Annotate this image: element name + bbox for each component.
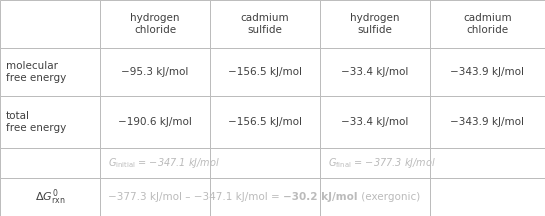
Text: cadmium
chloride: cadmium chloride	[463, 13, 512, 35]
Bar	[320, 148, 430, 178]
Bar	[210, 0, 320, 48]
Text: $G_{\rm final}$ = −377.3 kJ/mol: $G_{\rm final}$ = −377.3 kJ/mol	[328, 156, 436, 170]
Bar	[320, 0, 430, 48]
Bar	[320, 96, 430, 148]
Bar	[100, 0, 210, 48]
Bar	[430, 178, 545, 216]
Text: −30.2 kJ/mol: −30.2 kJ/mol	[283, 192, 358, 202]
Bar	[320, 178, 430, 216]
Bar	[430, 0, 545, 48]
Text: cadmium
sulfide: cadmium sulfide	[241, 13, 289, 35]
Text: −156.5 kJ/mol: −156.5 kJ/mol	[228, 67, 302, 77]
Bar	[430, 48, 545, 96]
Bar	[210, 48, 320, 96]
Bar	[0, 148, 100, 178]
Text: −377.3 kJ/mol – −347.1 kJ/mol =: −377.3 kJ/mol – −347.1 kJ/mol =	[108, 192, 283, 202]
Text: −190.6 kJ/mol: −190.6 kJ/mol	[118, 117, 192, 127]
Text: hydrogen
chloride: hydrogen chloride	[130, 13, 180, 35]
Bar	[100, 148, 210, 178]
Text: hydrogen
sulfide: hydrogen sulfide	[350, 13, 399, 35]
Bar	[210, 148, 320, 178]
Text: molecular
free energy: molecular free energy	[6, 61, 66, 83]
Text: −343.9 kJ/mol: −343.9 kJ/mol	[451, 67, 524, 77]
Text: total
free energy: total free energy	[6, 111, 66, 133]
Text: −156.5 kJ/mol: −156.5 kJ/mol	[228, 117, 302, 127]
Bar	[100, 96, 210, 148]
Bar	[430, 148, 545, 178]
Bar	[210, 96, 320, 148]
Text: −95.3 kJ/mol: −95.3 kJ/mol	[122, 67, 189, 77]
Bar	[210, 178, 320, 216]
Bar	[0, 96, 100, 148]
Bar	[100, 48, 210, 96]
Bar	[0, 48, 100, 96]
Text: −343.9 kJ/mol: −343.9 kJ/mol	[451, 117, 524, 127]
Bar	[320, 48, 430, 96]
Text: $G_{\rm initial}$ = −347.1 kJ/mol: $G_{\rm initial}$ = −347.1 kJ/mol	[108, 156, 220, 170]
Bar	[100, 178, 210, 216]
Text: $\Delta G^{0}_{\rm rxn}$: $\Delta G^{0}_{\rm rxn}$	[35, 187, 65, 207]
Text: −33.4 kJ/mol: −33.4 kJ/mol	[341, 67, 409, 77]
Text: −33.4 kJ/mol: −33.4 kJ/mol	[341, 117, 409, 127]
Bar	[0, 0, 100, 48]
Bar	[430, 96, 545, 148]
Text: (exergonic): (exergonic)	[358, 192, 420, 202]
Bar	[0, 178, 100, 216]
